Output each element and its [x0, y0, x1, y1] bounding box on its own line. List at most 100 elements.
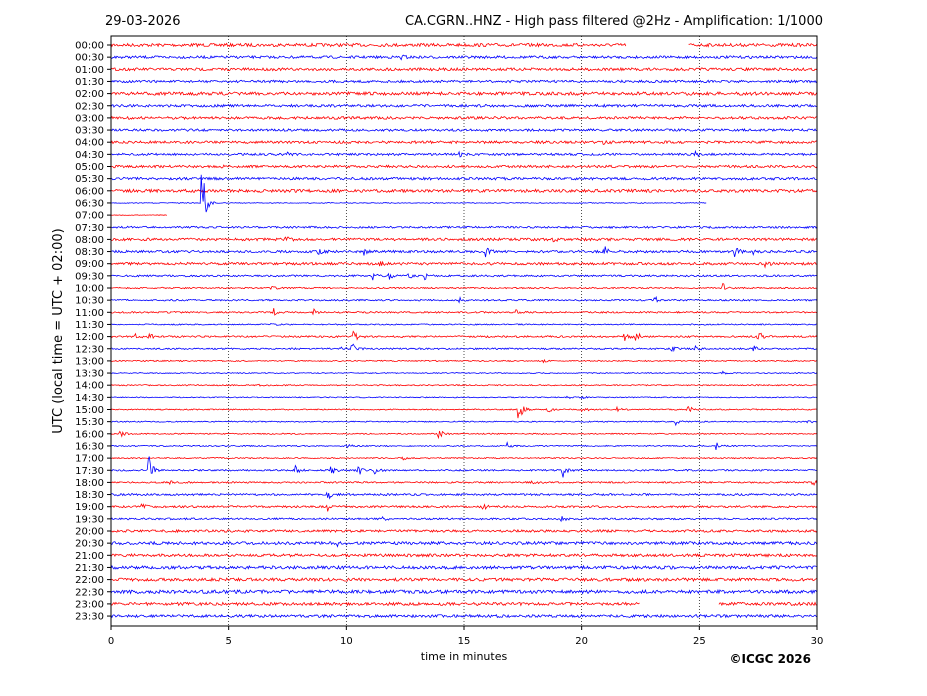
trace-0830 — [110, 246, 818, 258]
y-tick-label: 14:30 — [75, 393, 104, 404]
y-tick-label: 18:00 — [75, 478, 104, 489]
x-tick-label: 10 — [340, 636, 353, 647]
x-tick-label: 25 — [693, 636, 706, 647]
y-tick-label: 01:00 — [75, 65, 104, 76]
y-tick-label: 09:00 — [75, 259, 104, 270]
y-tick-label: 02:30 — [75, 101, 104, 112]
y-tick-label: 20:00 — [75, 527, 104, 538]
y-tick-label: 01:30 — [75, 77, 104, 88]
x-tick-labels: 0 5 10 15 20 25 30 — [108, 626, 824, 647]
y-tick-label: 10:00 — [75, 284, 104, 295]
trace-2300 — [110, 601, 818, 607]
y-tick-label: 00:30 — [75, 53, 104, 64]
trace-1900 — [110, 503, 818, 512]
trace-1100 — [110, 308, 818, 316]
y-tick-label: 23:00 — [75, 599, 104, 610]
y-tick-label: 11:00 — [75, 308, 104, 319]
trace-0430 — [110, 149, 818, 158]
y-tick-label: 17:00 — [75, 454, 104, 465]
y-tick-label: 00:00 — [75, 41, 104, 52]
trace-1600 — [110, 430, 818, 440]
trace-0600 — [110, 188, 818, 194]
trace-0000 — [110, 42, 818, 48]
trace-2000 — [110, 528, 818, 534]
trace-0730 — [110, 225, 818, 230]
y-tick-label: 16:30 — [75, 441, 104, 452]
y-tick-label: 05:30 — [75, 174, 104, 185]
trace-1800 — [110, 479, 818, 486]
y-tick-label: 06:30 — [75, 198, 104, 209]
trace-0800 — [110, 236, 818, 243]
y-tick-label: 21:00 — [75, 551, 104, 562]
trace-1300 — [110, 358, 818, 364]
trace-0100 — [110, 66, 818, 72]
trace-0500 — [110, 164, 818, 169]
y-tick-label: 08:30 — [75, 247, 104, 258]
trace-0530 — [110, 176, 818, 181]
trace-1700 — [110, 456, 818, 461]
y-tick-label: 04:00 — [75, 138, 104, 149]
y-tick-label: 04:30 — [75, 150, 104, 161]
trace-2230 — [110, 588, 818, 595]
y-tick-label: 18:30 — [75, 490, 104, 501]
y-tick-label: 07:30 — [75, 223, 104, 234]
trace-1830 — [110, 491, 818, 500]
copyright-label: ©ICGC 2026 — [729, 652, 811, 666]
y-tick-label: 08:00 — [75, 235, 104, 246]
y-tick-label: 16:00 — [75, 429, 104, 440]
trace-0930 — [110, 272, 818, 281]
x-tick-label: 30 — [811, 636, 824, 647]
trace-0230 — [110, 103, 818, 109]
trace-1730 — [110, 456, 818, 478]
trace-2330 — [110, 613, 818, 619]
x-tick-label: 5 — [225, 636, 231, 647]
y-tick-label: 22:30 — [75, 587, 104, 598]
y-tick-label: 19:00 — [75, 502, 104, 513]
date-label: 29-03-2026 — [105, 14, 181, 29]
trace-1130 — [110, 323, 818, 326]
y-tick-label: 09:30 — [75, 271, 104, 282]
y-tick-label: 21:30 — [75, 563, 104, 574]
trace-1400 — [110, 383, 818, 387]
y-tick-label: 13:00 — [75, 356, 104, 367]
trace-1330 — [110, 370, 818, 375]
x-tick-label: 15 — [458, 636, 471, 647]
trace-0300 — [110, 115, 818, 121]
y-tick-label: 20:30 — [75, 539, 104, 550]
y-tick-label: 13:30 — [75, 369, 104, 380]
y-axis-label: UTC (local time = UTC + 02:00) — [51, 228, 66, 433]
trace-1200 — [110, 330, 818, 341]
trace-1030 — [110, 295, 818, 304]
trace-0200 — [110, 90, 818, 97]
y-tick-label: 03:00 — [75, 113, 104, 124]
trace-0330 — [110, 127, 818, 133]
y-tick-label: 14:00 — [75, 381, 104, 392]
y-tick-label: 15:30 — [75, 417, 104, 428]
trace-0630 — [110, 174, 707, 213]
trace-2130 — [110, 564, 818, 571]
vertical-gridlines — [228, 36, 700, 626]
y-tick-label: 06:00 — [75, 186, 104, 197]
y-tick-label: 22:00 — [75, 575, 104, 586]
trace-2200 — [110, 576, 818, 583]
y-tick-label: 03:30 — [75, 126, 104, 137]
trace-0130 — [110, 79, 818, 84]
y-tick-label: 10:30 — [75, 296, 104, 307]
x-tick-label: 20 — [575, 636, 588, 647]
seismic-traces — [110, 42, 818, 619]
trace-2100 — [110, 552, 818, 558]
trace-0700 — [110, 214, 168, 216]
y-tick-label: 12:00 — [75, 332, 104, 343]
y-tick-label: 05:00 — [75, 162, 104, 173]
y-tick-label: 07:00 — [75, 211, 104, 222]
trace-1500 — [110, 405, 818, 419]
y-tick-label: 15:00 — [75, 405, 104, 416]
y-tick-label: 17:30 — [75, 466, 104, 477]
trace-1430 — [110, 395, 818, 400]
trace-1230 — [110, 343, 818, 353]
y-tick-label: 12:30 — [75, 344, 104, 355]
x-tick-label: 0 — [108, 636, 114, 647]
x-axis-label: time in minutes — [421, 650, 508, 663]
